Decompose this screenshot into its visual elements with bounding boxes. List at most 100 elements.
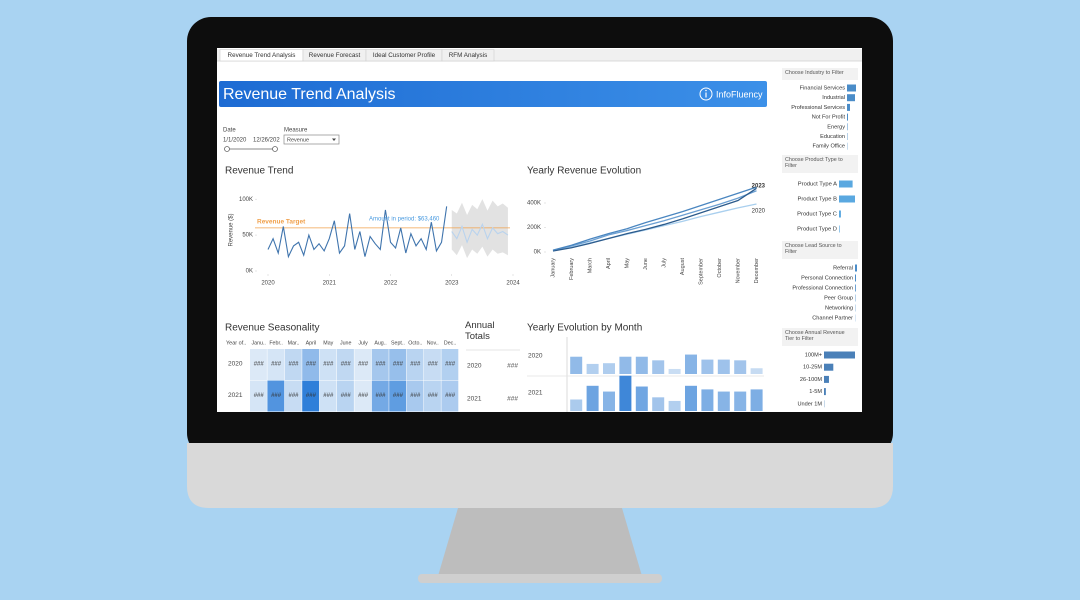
column-label: May [323, 340, 333, 346]
tab[interactable] [441, 49, 495, 62]
cell-label: ### [254, 362, 265, 368]
filter-bar[interactable] [824, 363, 834, 371]
filter-item: Family Office [812, 144, 845, 150]
bar [717, 359, 730, 374]
heat-cell [250, 349, 267, 380]
column-label: June [340, 340, 352, 346]
measure-select[interactable] [283, 134, 340, 145]
heat-cell [319, 349, 337, 380]
bar [586, 385, 599, 411]
dropdown-arrow [332, 138, 336, 141]
filter-bar[interactable] [855, 264, 857, 272]
cell-label: ### [375, 393, 386, 399]
cell-label: ### [323, 362, 334, 368]
bar [701, 359, 714, 374]
filter-item: 26-100M [800, 377, 822, 383]
bar [750, 368, 763, 374]
filter-item: Education [820, 134, 845, 140]
filter-bar[interactable] [824, 375, 829, 383]
y-axis-label: Revenue ($) [229, 213, 235, 246]
filter-bar[interactable] [839, 180, 853, 188]
filter-bar[interactable] [839, 195, 855, 203]
bar [750, 389, 763, 411]
bar [685, 385, 697, 411]
x-tick-label: July [661, 258, 667, 268]
x-tick-label: 2020 [261, 281, 275, 287]
x-tick-label: 2021 [323, 281, 337, 287]
y-tick-label: 200K [527, 225, 541, 231]
filter-bar[interactable] [839, 210, 841, 218]
heat-cell [267, 349, 285, 380]
logo-icon-dot [705, 89, 707, 92]
heat-cell [337, 380, 354, 412]
filter-bar[interactable] [839, 225, 840, 233]
heat-cell [284, 380, 302, 412]
filter-item: Under 1M [797, 401, 822, 407]
filter-title: Choose Industry to Filter [785, 70, 844, 76]
cell-label: ### [393, 362, 404, 368]
date-slider-handle[interactable] [272, 146, 278, 152]
x-tick-label: February [569, 258, 575, 280]
heat-cell [406, 349, 424, 380]
column-label: Febr.. [269, 340, 283, 346]
filter-bar[interactable] [855, 274, 856, 282]
cell-label: ### [306, 393, 317, 399]
column-label: Janu.. [251, 340, 265, 346]
heat-cell [302, 380, 320, 412]
cell-label: ### [445, 393, 456, 399]
row-label: 2020 [228, 361, 243, 368]
bar [652, 360, 665, 374]
bar [603, 391, 615, 411]
evolution-line [552, 187, 757, 252]
logo-text: InfoFluency [716, 89, 763, 99]
filter-bar[interactable] [847, 84, 856, 92]
filter-bar[interactable] [847, 123, 848, 131]
heat-cell [424, 380, 441, 412]
filter-item: Professional Services [791, 105, 845, 111]
heat-cell [337, 349, 354, 380]
bar [668, 368, 681, 374]
x-tick-label: October [717, 258, 723, 278]
target-label: Revenue Target [257, 219, 306, 226]
bar [685, 354, 697, 374]
bar [668, 400, 681, 411]
cell-label: ### [375, 362, 386, 368]
bar [717, 391, 730, 411]
filter-item: Energy [827, 124, 845, 130]
filter-item: Referral [833, 265, 853, 271]
y-tick-label: 0K [534, 250, 541, 256]
x-tick-label: May [624, 258, 630, 269]
date-slider-handle[interactable] [224, 146, 230, 152]
filter-bar[interactable] [847, 103, 850, 111]
filter-item: Product Type B [797, 197, 837, 203]
cell-label: ### [288, 393, 299, 399]
row-label: 2021 [528, 390, 543, 397]
heat-cell [371, 380, 389, 412]
column-label: Nov.. [427, 340, 439, 346]
cell-label: ### [288, 362, 299, 368]
heat-cell [389, 349, 407, 380]
totals-year: 2021 [467, 396, 482, 403]
x-tick-label: April [606, 258, 612, 269]
filter-bar[interactable] [824, 351, 855, 359]
column-label: Octo.. [408, 340, 422, 346]
date-label: Date [223, 128, 236, 134]
filter-bar[interactable] [847, 113, 848, 121]
x-tick-label: 2023 [445, 281, 459, 287]
date-end: 12/26/202 [253, 138, 280, 144]
filter-bar[interactable] [824, 388, 826, 396]
cell-label: ### [271, 393, 282, 399]
bar [734, 391, 747, 411]
filter-bar[interactable] [855, 284, 856, 292]
cell-label: ### [358, 393, 369, 399]
totals-year: 2020 [467, 363, 482, 370]
bar [570, 399, 583, 411]
column-label: April [306, 340, 317, 346]
filter-item: Networking [825, 305, 853, 311]
cell-label: ### [428, 393, 439, 399]
bar [570, 356, 583, 374]
x-tick-label: 2024 [506, 281, 520, 287]
heat-cell [284, 349, 302, 380]
filter-bar[interactable] [847, 94, 855, 102]
